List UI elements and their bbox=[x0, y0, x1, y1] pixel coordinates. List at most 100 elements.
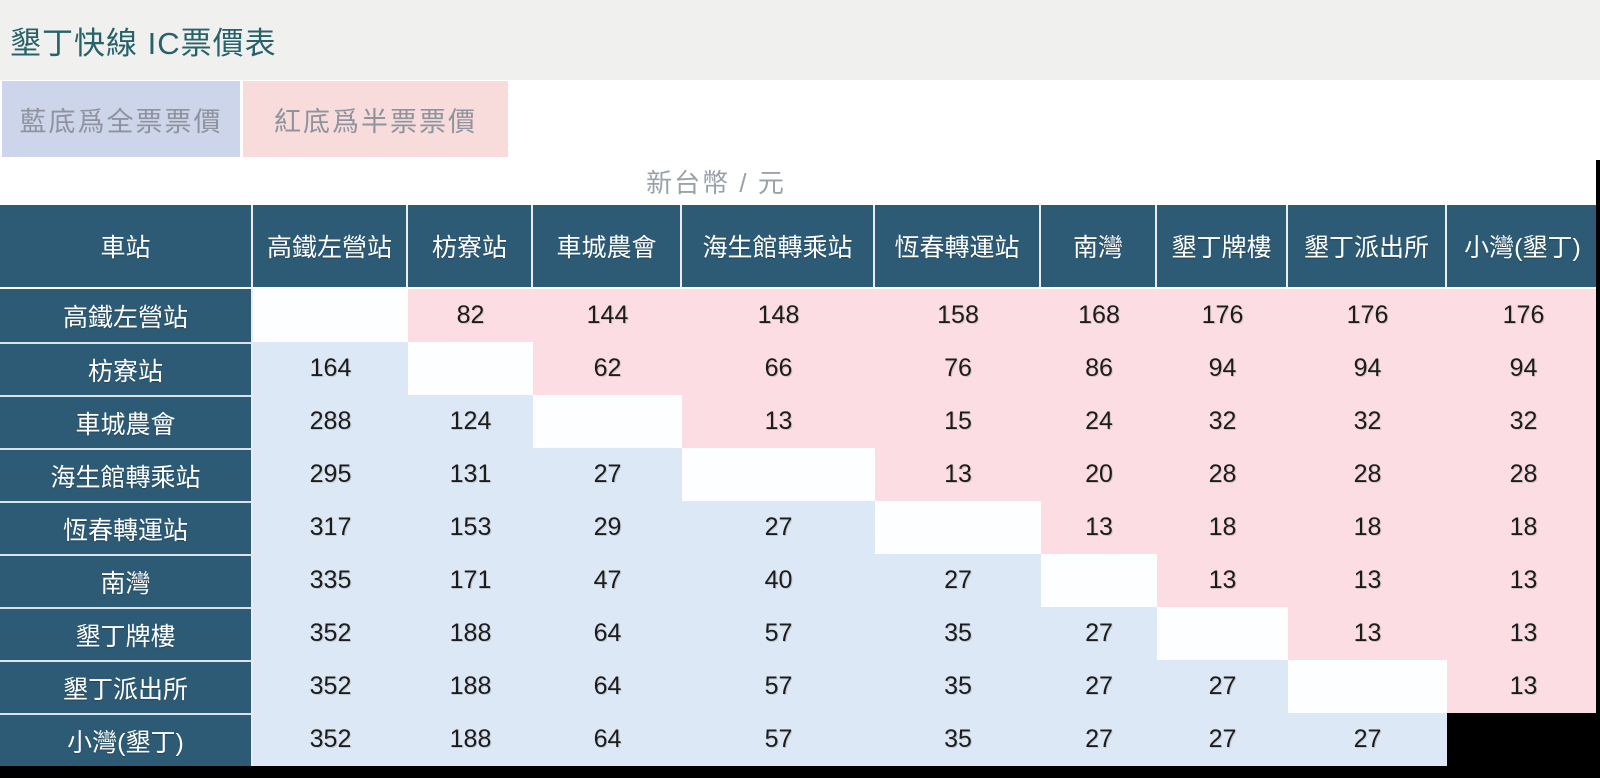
fare-cell: 47 bbox=[533, 554, 682, 607]
currency-note-row: 新台幣 / 元 bbox=[0, 158, 1600, 205]
fare-cell: 288 bbox=[253, 395, 408, 448]
column-header: 海生館轉乘站 bbox=[682, 205, 875, 289]
column-header: 車城農會 bbox=[533, 205, 682, 289]
fare-cell: 18 bbox=[1157, 501, 1288, 554]
fare-cell: 57 bbox=[682, 713, 875, 766]
fare-cell: 13 bbox=[1447, 660, 1600, 713]
fare-cell: 124 bbox=[408, 395, 533, 448]
fare-cell: 176 bbox=[1288, 289, 1447, 342]
column-header: 南灣 bbox=[1041, 205, 1157, 289]
fare-cell: 27 bbox=[1157, 713, 1288, 766]
fare-cell: 94 bbox=[1447, 342, 1600, 395]
blank-cell bbox=[408, 342, 533, 395]
fare-cell: 27 bbox=[1041, 713, 1157, 766]
fare-cell: 94 bbox=[1288, 342, 1447, 395]
fare-cell: 295 bbox=[253, 448, 408, 501]
fare-cell: 27 bbox=[1041, 660, 1157, 713]
blank-cell bbox=[253, 289, 408, 342]
fare-cell: 40 bbox=[682, 554, 875, 607]
fare-cell: 27 bbox=[1041, 607, 1157, 660]
fare-table: 車站 高鐵左營站 枋寮站 車城農會 海生館轉乘站 恆春轉運站 南灣 墾丁牌樓 墾丁派出所 小灣(墾… bbox=[0, 205, 1600, 766]
blank-cell bbox=[1157, 607, 1288, 660]
fare-cell: 13 bbox=[1447, 607, 1600, 660]
fare-cell: 82 bbox=[408, 289, 533, 342]
fare-cell: 13 bbox=[1288, 554, 1447, 607]
fare-cell: 64 bbox=[533, 607, 682, 660]
fare-cell: 64 bbox=[533, 660, 682, 713]
fare-cell: 13 bbox=[1288, 607, 1447, 660]
page-title: 墾丁快線 IC票價表 bbox=[10, 25, 277, 61]
column-header: 高鐵左營站 bbox=[253, 205, 408, 289]
fare-cell: 335 bbox=[253, 554, 408, 607]
fare-cell: 176 bbox=[1447, 289, 1600, 342]
fare-cell: 57 bbox=[682, 660, 875, 713]
row-header: 高鐵左營站 bbox=[0, 289, 253, 342]
fare-cell: 66 bbox=[682, 342, 875, 395]
fare-cell: 176 bbox=[1157, 289, 1288, 342]
blank-cell bbox=[1288, 660, 1447, 713]
fare-cell: 13 bbox=[1157, 554, 1288, 607]
column-header: 恆春轉運站 bbox=[875, 205, 1041, 289]
fare-cell: 168 bbox=[1041, 289, 1157, 342]
blank-cell-black bbox=[1447, 713, 1600, 766]
fare-cell: 32 bbox=[1447, 395, 1600, 448]
row-header: 小灣(墾丁) bbox=[0, 713, 253, 766]
fare-cell: 148 bbox=[682, 289, 875, 342]
column-header: 墾丁牌樓 bbox=[1157, 205, 1288, 289]
table-bottom-border bbox=[0, 766, 1600, 778]
legend-half-fare: 紅底爲半票票價 bbox=[243, 81, 508, 157]
row-header: 墾丁派出所 bbox=[0, 660, 253, 713]
fare-cell: 94 bbox=[1157, 342, 1288, 395]
fare-cell: 15 bbox=[875, 395, 1041, 448]
fare-cell: 158 bbox=[875, 289, 1041, 342]
row-header: 南灣 bbox=[0, 554, 253, 607]
row-header: 海生館轉乘站 bbox=[0, 448, 253, 501]
fare-cell: 188 bbox=[408, 660, 533, 713]
table-right-border bbox=[1596, 160, 1600, 778]
fare-cell: 13 bbox=[1447, 554, 1600, 607]
blank-cell bbox=[682, 448, 875, 501]
fare-cell: 86 bbox=[1041, 342, 1157, 395]
fare-cell: 27 bbox=[1288, 713, 1447, 766]
fare-cell: 171 bbox=[408, 554, 533, 607]
fare-cell: 13 bbox=[1041, 501, 1157, 554]
fare-cell: 188 bbox=[408, 713, 533, 766]
fare-cell: 20 bbox=[1041, 448, 1157, 501]
fare-cell: 188 bbox=[408, 607, 533, 660]
fare-cell: 18 bbox=[1288, 501, 1447, 554]
row-header: 墾丁牌樓 bbox=[0, 607, 253, 660]
fare-cell: 27 bbox=[875, 554, 1041, 607]
fare-cell: 28 bbox=[1288, 448, 1447, 501]
fare-cell: 35 bbox=[875, 607, 1041, 660]
column-header: 枋寮站 bbox=[408, 205, 533, 289]
legend-band: 藍底爲全票票價 紅底爲半票票價 bbox=[0, 80, 1600, 158]
fare-cell: 13 bbox=[875, 448, 1041, 501]
blank-cell bbox=[1041, 554, 1157, 607]
row-header: 恆春轉運站 bbox=[0, 501, 253, 554]
fare-cell: 352 bbox=[253, 607, 408, 660]
fare-cell: 352 bbox=[253, 713, 408, 766]
column-header: 小灣(墾丁) bbox=[1447, 205, 1600, 289]
fare-cell: 317 bbox=[253, 501, 408, 554]
fare-cell: 35 bbox=[875, 713, 1041, 766]
fare-cell: 57 bbox=[682, 607, 875, 660]
title-band: 墾丁快線 IC票價表 bbox=[0, 0, 1600, 80]
fare-cell: 27 bbox=[1157, 660, 1288, 713]
row-header: 枋寮站 bbox=[0, 342, 253, 395]
fare-cell: 131 bbox=[408, 448, 533, 501]
fare-cell: 144 bbox=[533, 289, 682, 342]
row-header: 車城農會 bbox=[0, 395, 253, 448]
corner-header: 車站 bbox=[0, 205, 253, 289]
fare-cell: 28 bbox=[1447, 448, 1600, 501]
fare-cell: 164 bbox=[253, 342, 408, 395]
fare-cell: 64 bbox=[533, 713, 682, 766]
currency-note: 新台幣 / 元 bbox=[646, 168, 786, 198]
blank-cell bbox=[533, 395, 682, 448]
fare-cell: 153 bbox=[408, 501, 533, 554]
fare-cell: 24 bbox=[1041, 395, 1157, 448]
column-header: 墾丁派出所 bbox=[1288, 205, 1447, 289]
fare-cell: 35 bbox=[875, 660, 1041, 713]
fare-cell: 76 bbox=[875, 342, 1041, 395]
fare-cell: 352 bbox=[253, 660, 408, 713]
fare-cell: 62 bbox=[533, 342, 682, 395]
